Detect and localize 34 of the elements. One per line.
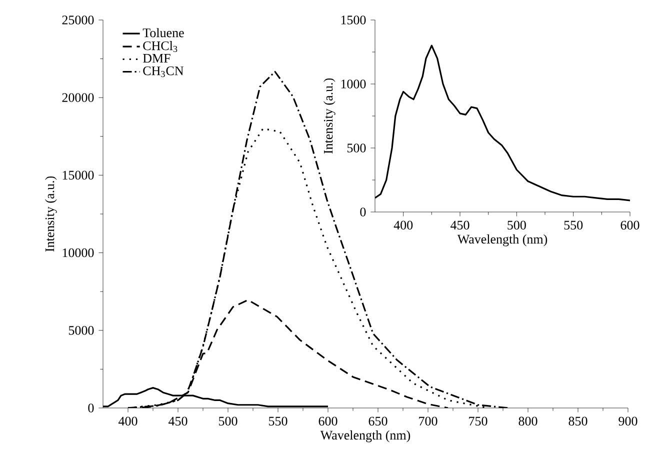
x-tick-label: 500 bbox=[508, 220, 526, 230]
legend-label: CH$_{3}$CN bbox=[143, 66, 184, 78]
x-tick-label: 900 bbox=[618, 416, 638, 426]
y-tick-label: 0 bbox=[360, 208, 366, 216]
x-tick-label: 450 bbox=[450, 220, 470, 230]
x-tick-label: 400 bbox=[118, 416, 138, 426]
y-tick-label: 10000 bbox=[62, 248, 94, 258]
legend-label: CHCl$_{3}$ bbox=[143, 41, 178, 52]
y-axis-title: Intensity (a.u.) bbox=[45, 176, 57, 252]
x-tick-label: 750 bbox=[469, 416, 488, 426]
y-tick-label: 1000 bbox=[341, 80, 366, 88]
x-tick-label: 600 bbox=[318, 416, 338, 426]
x-tick-label: 650 bbox=[368, 416, 388, 426]
y-tick-label: 15000 bbox=[62, 170, 94, 180]
y-tick-label: 1500 bbox=[341, 16, 366, 24]
y-tick-label: 20000 bbox=[62, 93, 94, 102]
y-tick-label: 25000 bbox=[62, 16, 94, 24]
x-tick-label: 700 bbox=[419, 416, 438, 426]
x-tick-label: 800 bbox=[518, 416, 538, 426]
x-tick-label: 450 bbox=[168, 416, 188, 426]
x-tick-label: 850 bbox=[568, 416, 588, 426]
x-tick-label: 400 bbox=[394, 220, 413, 230]
y-tick-label: 0 bbox=[88, 404, 94, 412]
x-tick-label: 500 bbox=[219, 416, 238, 426]
legend-label: Toluene bbox=[142, 28, 184, 38]
x-tick-label: 600 bbox=[620, 220, 640, 230]
y-tick-label: 500 bbox=[347, 144, 366, 152]
legend-label: DMF bbox=[143, 54, 170, 63]
x-tick-label: 550 bbox=[269, 416, 288, 426]
x-axis-title: Wavelength (nm) bbox=[457, 234, 548, 246]
y-axis-title: Intensity (a.u.) bbox=[324, 78, 336, 154]
y-tick-label: 5000 bbox=[68, 326, 94, 335]
x-axis-title: Wavelength (nm) bbox=[320, 430, 410, 442]
x-tick-label: 550 bbox=[564, 220, 583, 230]
